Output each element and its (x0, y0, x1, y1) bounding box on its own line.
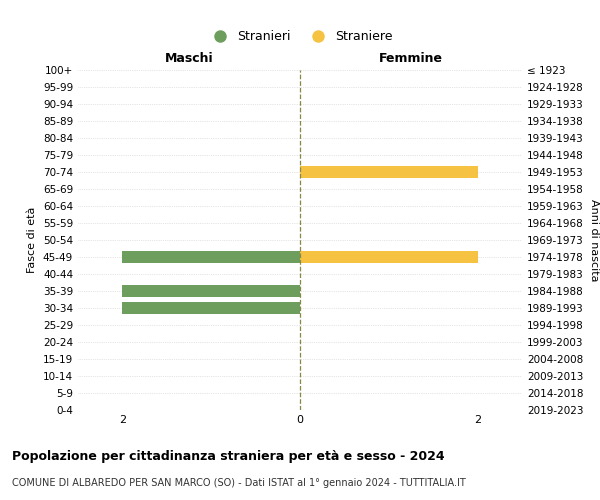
Bar (122, 284, 300, 298)
Bar (122, 302, 300, 314)
Text: Maschi: Maschi (164, 52, 214, 64)
Y-axis label: Anni di nascita: Anni di nascita (589, 198, 599, 281)
Bar (122, 250, 300, 264)
Y-axis label: Fasce di età: Fasce di età (28, 207, 37, 273)
Text: Femmine: Femmine (379, 52, 443, 64)
Text: Popolazione per cittadinanza straniera per età e sesso - 2024: Popolazione per cittadinanza straniera p… (12, 450, 445, 463)
Bar (300, 166, 478, 178)
Text: COMUNE DI ALBAREDO PER SAN MARCO (SO) - Dati ISTAT al 1° gennaio 2024 - TUTTITAL: COMUNE DI ALBAREDO PER SAN MARCO (SO) - … (12, 478, 466, 488)
Bar (300, 250, 478, 264)
Legend: Stranieri, Straniere: Stranieri, Straniere (202, 25, 398, 48)
